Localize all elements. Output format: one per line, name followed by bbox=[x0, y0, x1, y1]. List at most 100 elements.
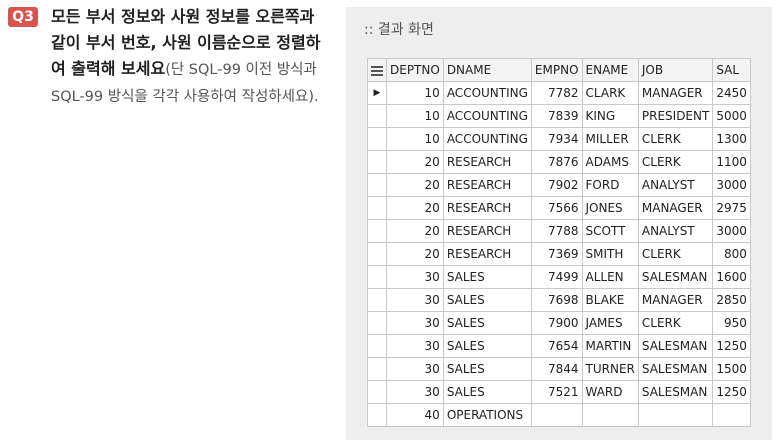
cell-empno: 7902 bbox=[530, 173, 583, 197]
table-row[interactable]: 30 SALES 7844 TURNER SALESMAN 1500 bbox=[367, 357, 751, 381]
row-selector[interactable] bbox=[367, 219, 387, 243]
row-selector[interactable] bbox=[367, 150, 387, 174]
row-selector[interactable] bbox=[367, 311, 387, 335]
cell-empno: 7566 bbox=[530, 196, 583, 220]
cell-ename: ALLEN bbox=[581, 265, 639, 289]
cell-job bbox=[637, 403, 714, 427]
cell-sal: 1100 bbox=[712, 150, 751, 174]
cell-job: ANALYST bbox=[637, 219, 714, 243]
cell-empno: 7521 bbox=[530, 380, 583, 404]
row-selector[interactable] bbox=[367, 403, 387, 427]
result-title: :: 결과 화면 bbox=[364, 22, 434, 38]
current-row-indicator[interactable]: ▶ bbox=[367, 81, 387, 105]
cell-job: CLERK bbox=[637, 150, 714, 174]
question-text: 모든 부서 정보와 사원 정보를 오른쪽과 같이 부서 번호, 사원 이름순으로… bbox=[51, 4, 323, 110]
cell-ename: JONES bbox=[581, 196, 639, 220]
row-selector[interactable] bbox=[367, 127, 387, 151]
cell-deptno: 30 bbox=[386, 380, 444, 404]
cell-deptno: 20 bbox=[386, 150, 444, 174]
row-selector[interactable] bbox=[367, 265, 387, 289]
cell-empno: 7844 bbox=[530, 357, 583, 381]
cell-dname: RESEARCH bbox=[442, 173, 532, 197]
question-note: (단 SQL-99 이전 방식과 SQL-99 방식을 각각 사용하여 작성하세… bbox=[51, 62, 319, 105]
column-header-job[interactable]: JOB bbox=[637, 58, 714, 82]
cell-empno: 7698 bbox=[530, 288, 583, 312]
column-header-sal[interactable]: SAL bbox=[712, 58, 751, 82]
cell-dname: SALES bbox=[442, 357, 532, 381]
cell-job: SALESMAN bbox=[637, 380, 714, 404]
table-row[interactable]: 10 ACCOUNTING 7934 MILLER CLERK 1300 bbox=[367, 127, 751, 151]
cell-ename: BLAKE bbox=[581, 288, 639, 312]
table-row[interactable]: 20 RESEARCH 7566 JONES MANAGER 2975 bbox=[367, 196, 751, 220]
cell-job: MANAGER bbox=[637, 81, 714, 105]
cell-dname: RESEARCH bbox=[442, 219, 532, 243]
table-row[interactable]: 30 SALES 7499 ALLEN SALESMAN 1600 bbox=[367, 265, 751, 289]
cell-dname: SALES bbox=[442, 311, 532, 335]
cell-empno: 7876 bbox=[530, 150, 583, 174]
cell-ename: CLARK bbox=[581, 81, 639, 105]
cell-sal bbox=[712, 403, 751, 427]
cell-dname: RESEARCH bbox=[442, 196, 532, 220]
table-row[interactable]: 30 SALES 7521 WARD SALESMAN 1250 bbox=[367, 380, 751, 404]
cell-dname: SALES bbox=[442, 288, 532, 312]
cell-sal: 3000 bbox=[712, 173, 751, 197]
row-selector[interactable] bbox=[367, 104, 387, 128]
cell-job: CLERK bbox=[637, 242, 714, 266]
row-selector[interactable] bbox=[367, 173, 387, 197]
cell-ename bbox=[581, 403, 639, 427]
cell-job: CLERK bbox=[637, 127, 714, 151]
cell-ename: MARTIN bbox=[581, 334, 639, 358]
question-main-text: 모든 부서 정보와 사원 정보를 오른쪽과 같이 부서 번호, 사원 이름순으로… bbox=[51, 7, 321, 78]
table-row[interactable]: 20 RESEARCH 7369 SMITH CLERK 800 bbox=[367, 242, 751, 266]
table-row[interactable]: 10 ACCOUNTING 7839 KING PRESIDENT 5000 bbox=[367, 104, 751, 128]
row-selector[interactable] bbox=[367, 380, 387, 404]
result-grid: DEPTNO DNAME EMPNO ENAME JOB SAL ▶ 10 ACCOUNTIN… bbox=[367, 58, 751, 427]
cell-job: ANALYST bbox=[637, 173, 714, 197]
column-header-ename[interactable]: ENAME bbox=[581, 58, 639, 82]
table-row[interactable]: 20 RESEARCH 7788 SCOTT ANALYST 3000 bbox=[367, 219, 751, 243]
cell-deptno: 30 bbox=[386, 357, 444, 381]
cell-ename: WARD bbox=[581, 380, 639, 404]
result-panel: :: 결과 화면 DEPTNO DNAME EMPNO ENAME JOB SAL ▶ 10… bbox=[346, 7, 772, 440]
grid-menu-icon[interactable] bbox=[367, 58, 387, 82]
cell-dname: ACCOUNTING bbox=[442, 81, 532, 105]
row-selector[interactable] bbox=[367, 288, 387, 312]
cell-deptno: 20 bbox=[386, 242, 444, 266]
cell-sal: 2450 bbox=[712, 81, 751, 105]
cell-ename: SMITH bbox=[581, 242, 639, 266]
cell-dname: ACCOUNTING bbox=[442, 104, 532, 128]
row-selector[interactable] bbox=[367, 242, 387, 266]
table-row[interactable]: 30 SALES 7900 JAMES CLERK 950 bbox=[367, 311, 751, 335]
table-row[interactable]: 30 SALES 7698 BLAKE MANAGER 2850 bbox=[367, 288, 751, 312]
cell-dname: RESEARCH bbox=[442, 242, 532, 266]
cell-sal: 2975 bbox=[712, 196, 751, 220]
cell-sal: 1500 bbox=[712, 357, 751, 381]
table-row[interactable]: 30 SALES 7654 MARTIN SALESMAN 1250 bbox=[367, 334, 751, 358]
cell-dname: SALES bbox=[442, 334, 532, 358]
cell-deptno: 30 bbox=[386, 311, 444, 335]
cell-ename: JAMES bbox=[581, 311, 639, 335]
column-header-dname[interactable]: DNAME bbox=[442, 58, 532, 82]
table-row[interactable]: 20 RESEARCH 7876 ADAMS CLERK 1100 bbox=[367, 150, 751, 174]
cell-sal: 5000 bbox=[712, 104, 751, 128]
cell-deptno: 10 bbox=[386, 81, 444, 105]
cell-sal: 1250 bbox=[712, 334, 751, 358]
column-header-empno[interactable]: EMPNO bbox=[530, 58, 583, 82]
cell-ename: ADAMS bbox=[581, 150, 639, 174]
cell-deptno: 10 bbox=[386, 104, 444, 128]
cell-sal: 800 bbox=[712, 242, 751, 266]
cell-sal: 1250 bbox=[712, 380, 751, 404]
table-row[interactable]: 40 OPERATIONS bbox=[367, 403, 751, 427]
row-selector[interactable] bbox=[367, 357, 387, 381]
row-selector[interactable] bbox=[367, 334, 387, 358]
table-row[interactable]: 20 RESEARCH 7902 FORD ANALYST 3000 bbox=[367, 173, 751, 197]
cell-ename: SCOTT bbox=[581, 219, 639, 243]
cell-empno: 7934 bbox=[530, 127, 583, 151]
table-row[interactable]: ▶ 10 ACCOUNTING 7782 CLARK MANAGER 2450 bbox=[367, 81, 751, 105]
cell-deptno: 30 bbox=[386, 334, 444, 358]
column-header-deptno[interactable]: DEPTNO bbox=[386, 58, 444, 82]
cell-ename: TURNER bbox=[581, 357, 639, 381]
row-selector[interactable] bbox=[367, 196, 387, 220]
cell-sal: 1600 bbox=[712, 265, 751, 289]
cell-job: SALESMAN bbox=[637, 357, 714, 381]
